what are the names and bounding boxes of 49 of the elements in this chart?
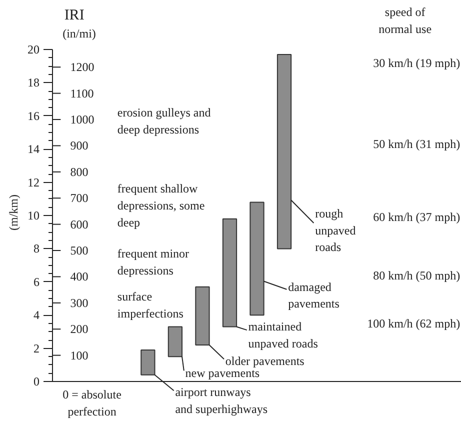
y2-tick-label: 900 (70, 138, 88, 153)
bar (222, 218, 238, 328)
bar (276, 54, 292, 250)
y-tick-label: 16 (28, 108, 40, 123)
annotation: 60 km/h (37 mph) (373, 210, 460, 224)
bar (140, 349, 156, 376)
y2-tick-label: 300 (70, 296, 88, 310)
y-tick-label: 14 (28, 142, 40, 156)
annotation: frequent minor depressions (117, 246, 190, 278)
y2-axis-title: (in/mi) (62, 26, 96, 41)
y2-tick-label: 400 (70, 270, 88, 284)
annotation: 80 km/h (50 mph) (373, 268, 460, 282)
y-tick-label: 4 (34, 308, 40, 322)
annotation: older pavements (225, 354, 305, 368)
y-tick-label: 12 (28, 175, 40, 190)
y2-tick-label: 200 (70, 322, 88, 336)
text: 0 = absolute perfection (62, 388, 122, 418)
annotation: 100 km/h (62 mph) (367, 316, 460, 330)
chart-title: IRI (64, 7, 84, 24)
annotation: new pavements (185, 366, 260, 380)
y2-tick-label: 800 (70, 164, 88, 179)
y-tick-label: 18 (28, 76, 40, 90)
y2-tick-label: 1200 (70, 60, 94, 74)
y2-tick-label: 500 (70, 244, 88, 258)
y2-tick-label: 1000 (70, 112, 94, 127)
annotation: maintained unpaved roads (248, 320, 318, 350)
annotation: frequent shallow depressions, some deep (117, 182, 205, 230)
bar (168, 326, 183, 358)
y2-tick-label: 700 (70, 191, 88, 206)
y2-tick-label: 600 (70, 217, 88, 232)
annotation: 30 km/h (19 mph) (373, 56, 460, 70)
annotation: damaged pavements (288, 280, 340, 311)
text: speed of normal use (378, 5, 432, 36)
text: airport runways and superhighways (175, 385, 268, 416)
bar (195, 286, 210, 346)
y2-tick-label: 1100 (70, 86, 94, 100)
y-axis-title: (m/km) (6, 194, 20, 230)
bar (250, 202, 264, 316)
y2-tick-label: 100 (70, 348, 88, 362)
annotation: surface imperfections (117, 290, 184, 321)
y-tick-label: 10 (28, 208, 40, 223)
y-tick-label: 6 (34, 274, 40, 289)
y-tick-label: 8 (34, 242, 40, 256)
annotation: 50 km/h (31 mph) (373, 137, 460, 152)
y-tick-label: 0 (34, 374, 40, 389)
y-tick-label: 20 (28, 42, 40, 57)
annotation: erosion gulleys and deep depressions (117, 105, 211, 136)
annotation: rough unpaved roads (315, 206, 356, 254)
y-tick-label: 2 (34, 341, 40, 356)
